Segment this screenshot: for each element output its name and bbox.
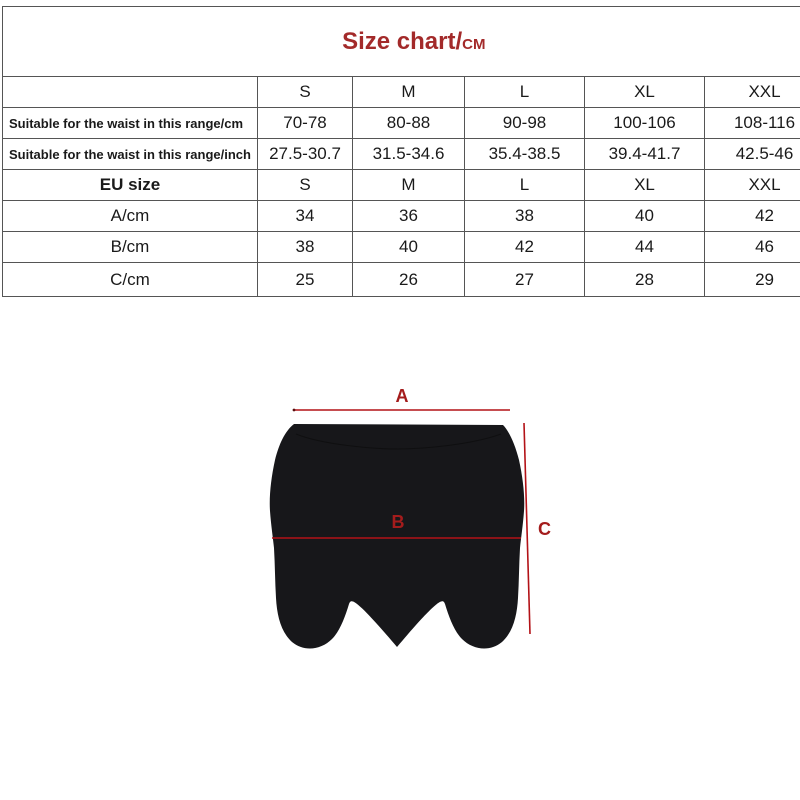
svg-text:B: B [392, 512, 405, 532]
svg-text:C: C [538, 519, 551, 539]
svg-text:A: A [396, 386, 409, 406]
